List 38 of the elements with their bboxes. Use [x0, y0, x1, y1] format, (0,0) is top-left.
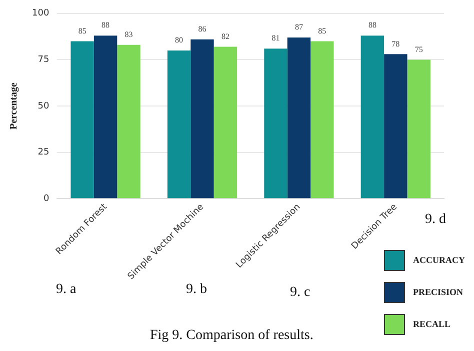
bar: [167, 50, 191, 198]
data-label: 88: [102, 20, 110, 30]
y-tick-label: 0: [43, 194, 50, 204]
bar: [310, 41, 334, 198]
data-label: 85: [78, 26, 86, 36]
y-tick-label: 50: [38, 101, 50, 112]
data-label: 86: [198, 24, 206, 34]
bar: [407, 60, 430, 198]
y-tick-label: 100: [32, 8, 50, 19]
data-label: 81: [272, 34, 280, 43]
data-label: 85: [318, 26, 326, 36]
bar: [190, 39, 214, 198]
legend-label: RECALL: [413, 319, 451, 329]
data-label: 75: [414, 44, 423, 54]
bar: [117, 44, 140, 198]
data-label: 83: [124, 30, 133, 39]
caption: Fig 9. Comparison of results.: [150, 328, 314, 344]
bar: [70, 41, 94, 198]
text: 9. d: [425, 212, 446, 228]
bar: [214, 46, 238, 198]
legend-label: PRECISION: [413, 287, 464, 297]
bar: [360, 36, 384, 198]
bar: [287, 37, 311, 198]
bar: [384, 54, 408, 198]
data-label: 82: [221, 32, 230, 41]
y-tick-label: 75: [38, 55, 50, 66]
data-label: 87: [294, 22, 303, 32]
legend-label: ACCURACY: [413, 255, 465, 265]
y-tick-label: 25: [38, 148, 50, 158]
text: 9. b: [186, 282, 207, 298]
y-axis-title: Percentage: [8, 82, 20, 130]
data-label: 78: [392, 39, 400, 48]
bar: [94, 36, 118, 198]
data-label: 88: [368, 20, 376, 30]
text: 9. a: [56, 282, 76, 298]
text: 9. c: [290, 285, 310, 301]
bar: [264, 48, 288, 198]
data-label: 80: [175, 36, 184, 45]
